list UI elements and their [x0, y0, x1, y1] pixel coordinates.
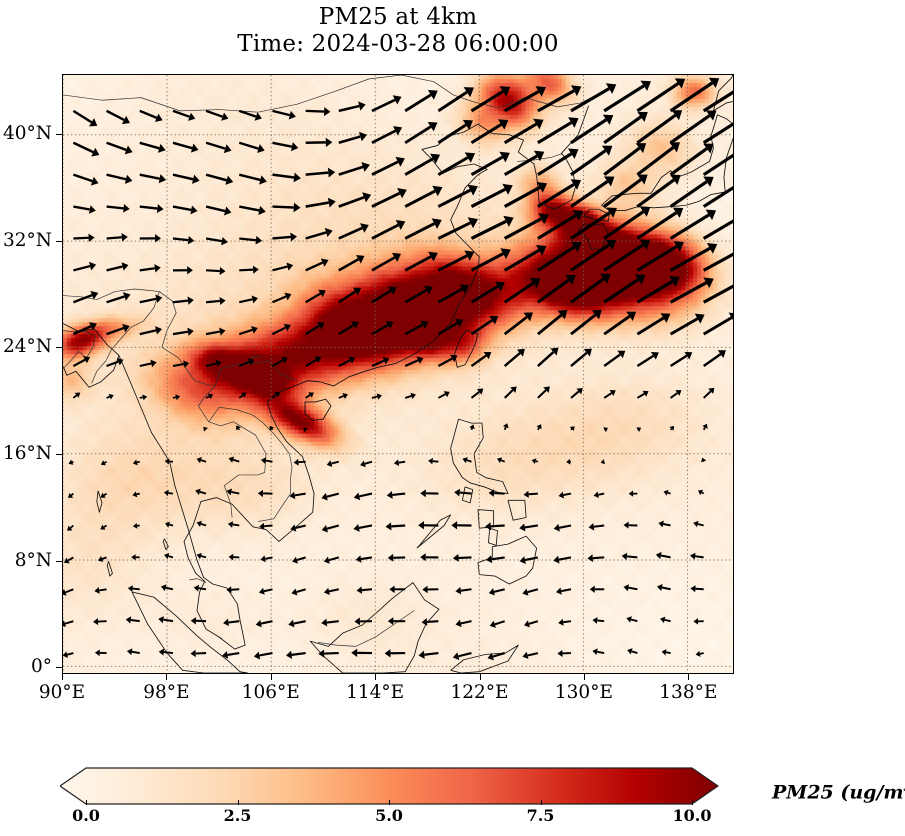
colorbar-tick-label: 0.0: [72, 806, 100, 825]
colorbar-tick-mark: [86, 800, 87, 805]
y-tick-label: 0°: [30, 656, 52, 678]
title-timestamp: Time: 2024-03-28 06:00:00: [237, 31, 559, 58]
y-tick-label: 32°N: [3, 229, 52, 251]
colorbar-label-text: PM25 (ug/m: [772, 781, 904, 804]
colorbar[interactable]: 0.0 2.5 5.0 7.5 10.0 PM25 (ug/m3): [0, 752, 905, 836]
y-tick-label: 40°N: [3, 123, 52, 144]
colorbar-tick-label: 5.0: [375, 806, 403, 825]
x-tick-label: 130°E: [554, 682, 613, 703]
colorbar-gradient: [60, 767, 720, 805]
y-tick-mark: [56, 454, 62, 455]
coastline-layer: [63, 75, 733, 673]
y-tick-mark: [56, 560, 62, 562]
y-tick-mark: [56, 347, 62, 349]
x-tick-label: 90°E: [38, 682, 86, 703]
y-tick-label: 16°N: [3, 443, 52, 464]
x-tick-label: 138°E: [659, 682, 718, 703]
colorbar-tick-label: 7.5: [526, 806, 555, 825]
x-tick-mark: [62, 674, 63, 680]
x-tick-mark: [166, 674, 168, 680]
x-tick-label: 98°E: [143, 682, 190, 703]
x-tick-label: 122°E: [450, 682, 509, 703]
wind-vector-layer: [63, 77, 733, 661]
colorbar-tick-mark: [692, 800, 693, 805]
y-tick-mark: [56, 134, 62, 135]
x-tick-label: 106°E: [241, 682, 300, 703]
figure-title: PM25 at 4km Time: 2024-03-28 06:00:00: [62, 4, 734, 58]
y-tick-label: 24°N: [3, 336, 52, 358]
y-tick-mark: [56, 240, 62, 242]
colorbar-tick-mark: [389, 800, 390, 805]
y-tick-mark: [56, 667, 62, 669]
colorbar-tick-mark: [237, 800, 239, 805]
colorbar-label: PM25 (ug/m3): [772, 780, 905, 803]
x-tick-label: 114°E: [346, 682, 405, 703]
gridline-layer: [63, 75, 733, 673]
colorbar-label-exponent: 3: [904, 780, 905, 794]
x-tick-mark: [270, 674, 272, 680]
colorbar-tick-mark: [540, 800, 542, 805]
map-axes[interactable]: [62, 74, 734, 674]
x-tick-mark: [688, 674, 690, 680]
title-primary: PM25 at 4km: [318, 4, 478, 30]
x-tick-mark: [375, 674, 377, 680]
colorbar-tick-label: 10.0: [672, 806, 712, 825]
colorbar-tick-label: 2.5: [223, 806, 252, 825]
x-tick-mark: [479, 674, 481, 680]
y-tick-label: 8°N: [14, 549, 52, 571]
x-tick-mark: [583, 674, 585, 680]
